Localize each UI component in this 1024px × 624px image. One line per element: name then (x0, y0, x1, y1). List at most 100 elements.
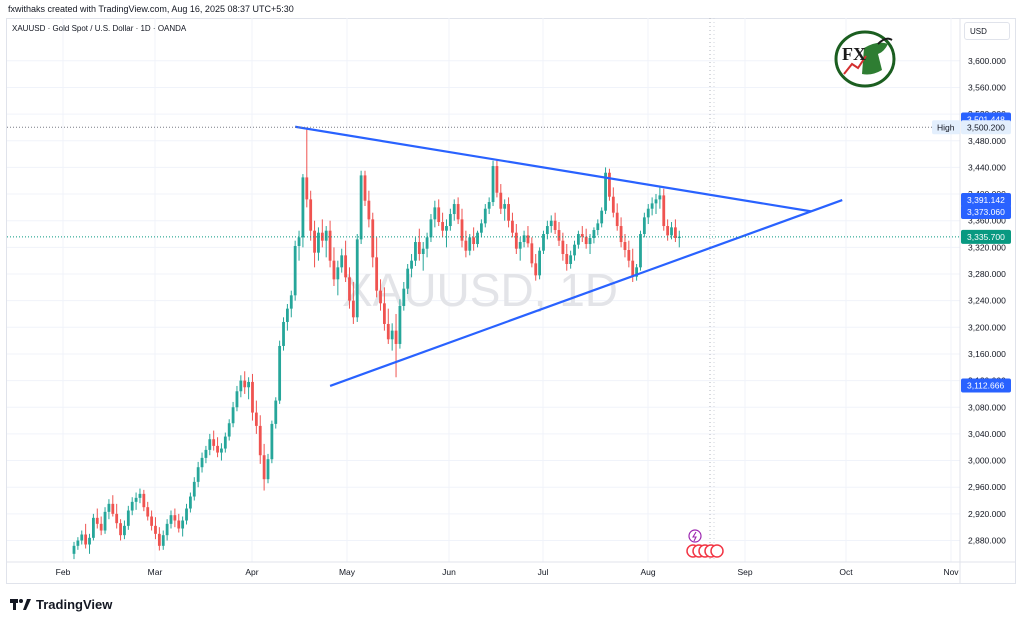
candle-body[interactable] (200, 457, 204, 468)
candle-body[interactable] (340, 255, 344, 268)
candle-body[interactable] (398, 305, 402, 344)
candle-body[interactable] (480, 223, 483, 233)
candle-body[interactable] (274, 400, 278, 424)
candle-body[interactable] (161, 535, 165, 546)
candle-body[interactable] (674, 227, 677, 239)
candle-body[interactable] (134, 497, 138, 502)
candle-body[interactable] (507, 204, 510, 221)
candle-body[interactable] (448, 214, 452, 227)
candle-body[interactable] (95, 517, 99, 524)
candle-body[interactable] (565, 254, 569, 265)
candle-body[interactable] (662, 195, 666, 227)
candle-body[interactable] (580, 234, 584, 237)
candle-body[interactable] (530, 243, 534, 264)
candle-body[interactable] (456, 204, 460, 220)
candle-body[interactable] (270, 423, 274, 460)
candle-body[interactable] (429, 219, 433, 238)
candle-body[interactable] (266, 459, 270, 480)
candle-body[interactable] (204, 449, 208, 458)
candle-body[interactable] (390, 330, 394, 340)
candle-body[interactable] (545, 226, 549, 235)
candle-body[interactable] (157, 533, 161, 546)
candle-body[interactable] (84, 534, 88, 545)
candle-body[interactable] (359, 175, 363, 240)
candle-body[interactable] (658, 195, 662, 200)
candle-body[interactable] (355, 239, 359, 318)
candle-body[interactable] (615, 212, 619, 227)
candle-body[interactable] (324, 230, 328, 241)
candle-body[interactable] (126, 510, 130, 526)
candle-body[interactable] (495, 166, 499, 193)
candle-body[interactable] (177, 520, 181, 529)
candle-body[interactable] (549, 220, 553, 227)
candle-body[interactable] (635, 267, 638, 277)
candle-body[interactable] (518, 242, 522, 249)
candle-body[interactable] (293, 246, 297, 296)
currency-selector[interactable]: USD (964, 22, 1010, 40)
candle-body[interactable] (386, 323, 390, 340)
candle-body[interactable] (344, 255, 347, 278)
candle-body[interactable] (379, 290, 382, 304)
candle-body[interactable] (243, 380, 247, 388)
candle-body[interactable] (642, 217, 646, 235)
candle-body[interactable] (348, 277, 351, 301)
candle-body[interactable] (107, 503, 111, 512)
candle-body[interactable] (111, 503, 115, 514)
candle-body[interactable] (192, 481, 196, 497)
candle-body[interactable] (138, 493, 142, 498)
candle-body[interactable] (472, 237, 476, 245)
candle-body[interactable] (169, 515, 173, 524)
candle-body[interactable] (452, 204, 456, 215)
candle-body[interactable] (72, 545, 76, 554)
candle-body[interactable] (227, 423, 231, 437)
candle-body[interactable] (247, 381, 250, 388)
candle-body[interactable] (445, 226, 448, 231)
candle-body[interactable] (181, 520, 185, 529)
candle-body[interactable] (363, 175, 367, 201)
candle-body[interactable] (631, 260, 635, 277)
tradingview-footer[interactable]: TradingView (10, 594, 112, 614)
candle-body[interactable] (278, 345, 282, 401)
candle-body[interactable] (464, 240, 468, 251)
candle-body[interactable] (119, 523, 122, 536)
candle-body[interactable] (421, 248, 425, 255)
candle-body[interactable] (313, 230, 316, 253)
candle-body[interactable] (351, 300, 355, 318)
candle-body[interactable] (522, 235, 526, 243)
candle-body[interactable] (258, 425, 262, 456)
candle-body[interactable] (301, 177, 305, 238)
trendline-upper[interactable] (294, 125, 812, 213)
candle-body[interactable] (611, 196, 615, 213)
candle-body[interactable] (309, 199, 313, 231)
candle-body[interactable] (561, 240, 565, 255)
candle-body[interactable] (499, 192, 503, 209)
candle-body[interactable] (173, 515, 177, 521)
candle-body[interactable] (251, 381, 254, 413)
candle-body[interactable] (441, 222, 444, 231)
candle-body[interactable] (476, 232, 479, 245)
candle-body[interactable] (542, 234, 545, 251)
candle-body[interactable] (417, 242, 421, 255)
candle-body[interactable] (367, 200, 371, 220)
candle-body[interactable] (88, 537, 91, 545)
candle-body[interactable] (654, 199, 658, 204)
candle-body[interactable] (604, 172, 607, 211)
candle-body[interactable] (76, 540, 80, 546)
candle-body[interactable] (196, 467, 200, 482)
candle-body[interactable] (491, 166, 495, 203)
candle-body[interactable] (150, 516, 153, 526)
candle-body[interactable] (569, 255, 573, 265)
candle-body[interactable] (584, 236, 588, 245)
candle-body[interactable] (375, 257, 379, 291)
candle-body[interactable] (406, 268, 410, 289)
candle-body[interactable] (650, 203, 654, 209)
candle-body[interactable] (619, 226, 623, 243)
candle-body[interactable] (623, 242, 627, 251)
candle-body[interactable] (80, 534, 84, 541)
candle-body[interactable] (394, 330, 398, 344)
candle-body[interactable] (216, 445, 219, 453)
candle-body[interactable] (130, 501, 134, 511)
candle-body[interactable] (596, 223, 600, 231)
candle-body[interactable] (297, 237, 301, 247)
